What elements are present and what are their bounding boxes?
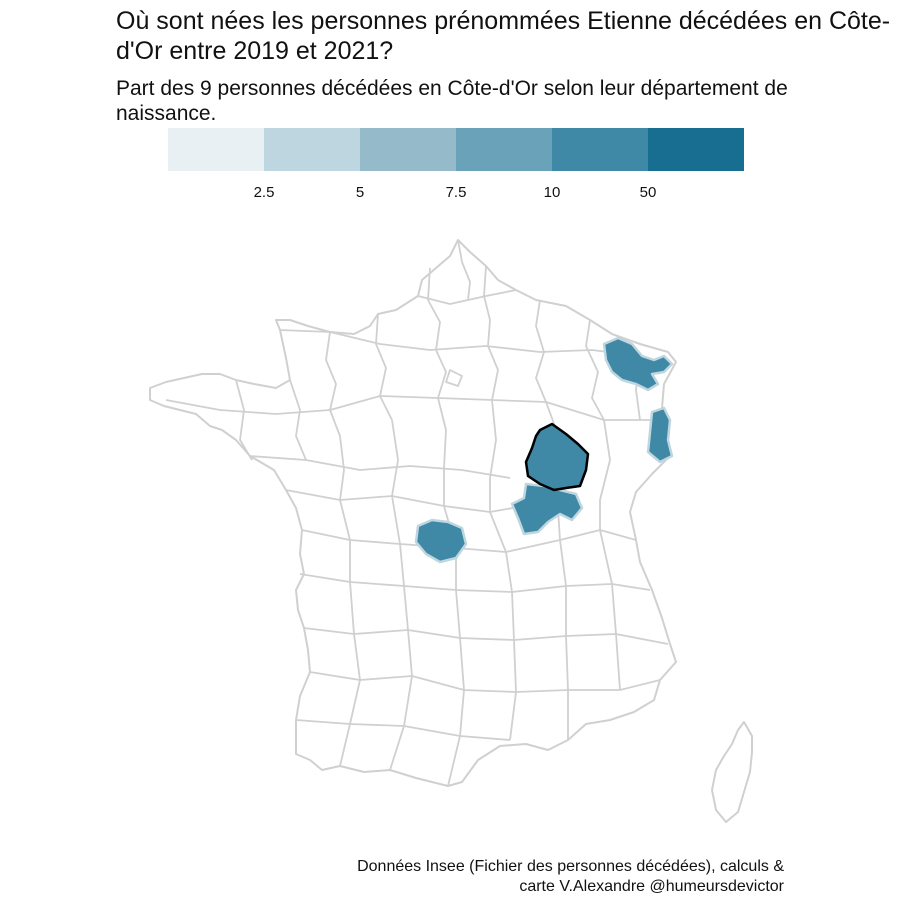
legend-swatch-1 <box>168 128 264 171</box>
legend-swatch-5 <box>552 128 648 171</box>
dept-saone-et-loire <box>510 482 584 536</box>
dept-cote-d-or <box>524 422 590 492</box>
dept-moselle <box>602 336 674 392</box>
legend-break-label: 50 <box>639 184 657 201</box>
dept-vosges <box>646 406 674 464</box>
legend-color-bar <box>168 128 744 171</box>
corsica-outline <box>711 721 753 823</box>
legend-swatch-6 <box>648 128 744 171</box>
france-outline <box>149 239 677 787</box>
legend-break-label: 7.5 <box>445 184 467 201</box>
department-borders <box>165 239 669 787</box>
dept-allier <box>414 518 468 564</box>
legend-swatch-4 <box>456 128 552 171</box>
legend-break-label: 2.5 <box>253 184 275 201</box>
color-legend: 2.5 5 7.5 10 50 <box>168 128 744 208</box>
caption-line: Données Insee (Fichier des personnes déc… <box>357 858 784 875</box>
legend-break-label: 10 <box>543 184 561 201</box>
map-subtitle: Part des 9 personnes décédées en Côte-d'… <box>116 77 788 125</box>
legend-swatch-2 <box>264 128 360 171</box>
map-title: Où sont nées les personnes prénommées Et… <box>116 7 891 65</box>
legend-break-label: 5 <box>355 184 365 201</box>
legend-swatch-3 <box>360 128 456 171</box>
source-caption: Données Insee (Fichier des personnes déc… <box>357 857 784 897</box>
caption-line: carte V.Alexandre @humeursdevictor <box>519 878 784 895</box>
